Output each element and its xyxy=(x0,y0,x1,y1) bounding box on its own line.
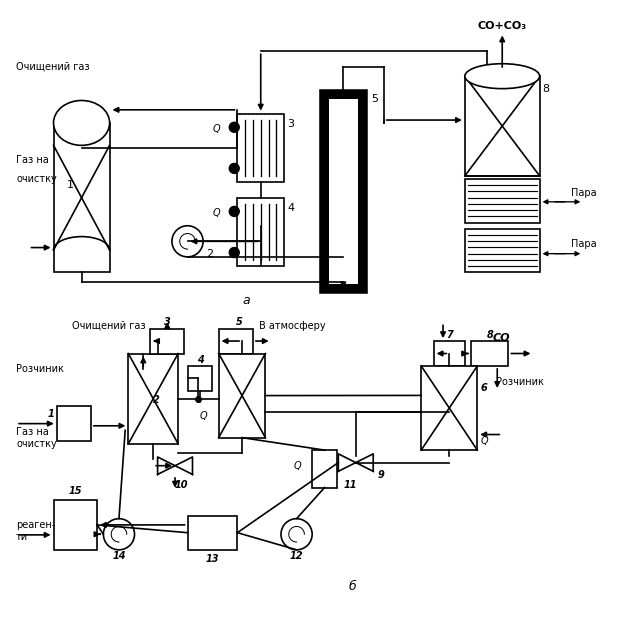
Text: 15: 15 xyxy=(69,486,82,496)
Text: В атмосферу: В атмосферу xyxy=(259,321,326,331)
Text: 9: 9 xyxy=(377,470,385,480)
Text: Пара: Пара xyxy=(571,239,597,249)
Text: Очищений газ: Очищений газ xyxy=(16,62,90,72)
Text: 8: 8 xyxy=(543,84,550,94)
Circle shape xyxy=(230,247,239,257)
Text: б: б xyxy=(349,580,356,593)
Text: 3: 3 xyxy=(287,120,294,130)
Text: Q: Q xyxy=(200,411,208,421)
Circle shape xyxy=(230,122,239,132)
Text: очистку: очистку xyxy=(16,174,57,184)
Text: 5: 5 xyxy=(372,94,378,104)
Text: 2: 2 xyxy=(153,395,160,405)
Bar xyxy=(219,354,266,438)
Text: CO+CO₃: CO+CO₃ xyxy=(478,21,527,31)
Bar xyxy=(150,329,185,354)
Text: 14: 14 xyxy=(112,551,125,561)
Bar xyxy=(465,76,539,176)
Bar xyxy=(465,228,539,272)
Bar xyxy=(237,198,284,266)
Ellipse shape xyxy=(53,101,109,145)
Text: Газ на: Газ на xyxy=(16,155,49,165)
Text: 11: 11 xyxy=(343,480,357,490)
Bar xyxy=(471,341,509,366)
Bar xyxy=(57,406,91,441)
Text: 4: 4 xyxy=(197,355,203,365)
Bar xyxy=(188,366,212,391)
Text: Q: Q xyxy=(293,461,301,471)
Text: 5: 5 xyxy=(235,317,242,327)
Text: Q: Q xyxy=(212,125,220,134)
Bar xyxy=(329,100,358,284)
Bar xyxy=(322,92,365,291)
Text: реаген-: реаген- xyxy=(16,520,55,530)
Text: 10: 10 xyxy=(174,480,188,490)
Bar xyxy=(312,450,337,488)
Text: 7: 7 xyxy=(446,330,453,340)
Bar xyxy=(433,341,465,366)
Text: Розчиник: Розчиник xyxy=(496,377,544,387)
Text: CO: CO xyxy=(493,333,511,343)
Text: Очищений газ: Очищений газ xyxy=(72,321,146,331)
Bar xyxy=(465,179,539,223)
Circle shape xyxy=(230,163,239,173)
Text: Q: Q xyxy=(212,208,220,218)
Text: 1: 1 xyxy=(48,409,54,419)
Text: 13: 13 xyxy=(206,554,219,564)
Ellipse shape xyxy=(465,64,539,89)
Text: 1: 1 xyxy=(67,180,74,190)
Text: 3: 3 xyxy=(164,317,170,327)
Bar xyxy=(421,366,477,450)
Text: ти: ти xyxy=(16,533,28,543)
Bar xyxy=(219,329,253,354)
Bar xyxy=(188,516,237,550)
Text: Газ на: Газ на xyxy=(16,426,49,436)
Bar xyxy=(237,113,284,182)
Text: 2: 2 xyxy=(206,249,213,259)
Circle shape xyxy=(281,519,312,550)
Bar xyxy=(129,354,178,444)
Bar xyxy=(53,123,109,272)
Text: а: а xyxy=(243,294,251,307)
Text: Q: Q xyxy=(480,436,488,446)
Bar xyxy=(53,500,97,550)
Circle shape xyxy=(172,226,203,257)
Circle shape xyxy=(230,207,239,217)
Text: 6: 6 xyxy=(480,383,487,393)
Text: 8: 8 xyxy=(486,330,493,340)
Circle shape xyxy=(104,519,134,550)
Text: 12: 12 xyxy=(290,551,303,561)
Text: Розчиник: Розчиник xyxy=(16,364,64,374)
Text: Пара: Пара xyxy=(571,188,597,198)
Text: 4: 4 xyxy=(287,203,294,213)
Text: очистку: очистку xyxy=(16,439,57,449)
